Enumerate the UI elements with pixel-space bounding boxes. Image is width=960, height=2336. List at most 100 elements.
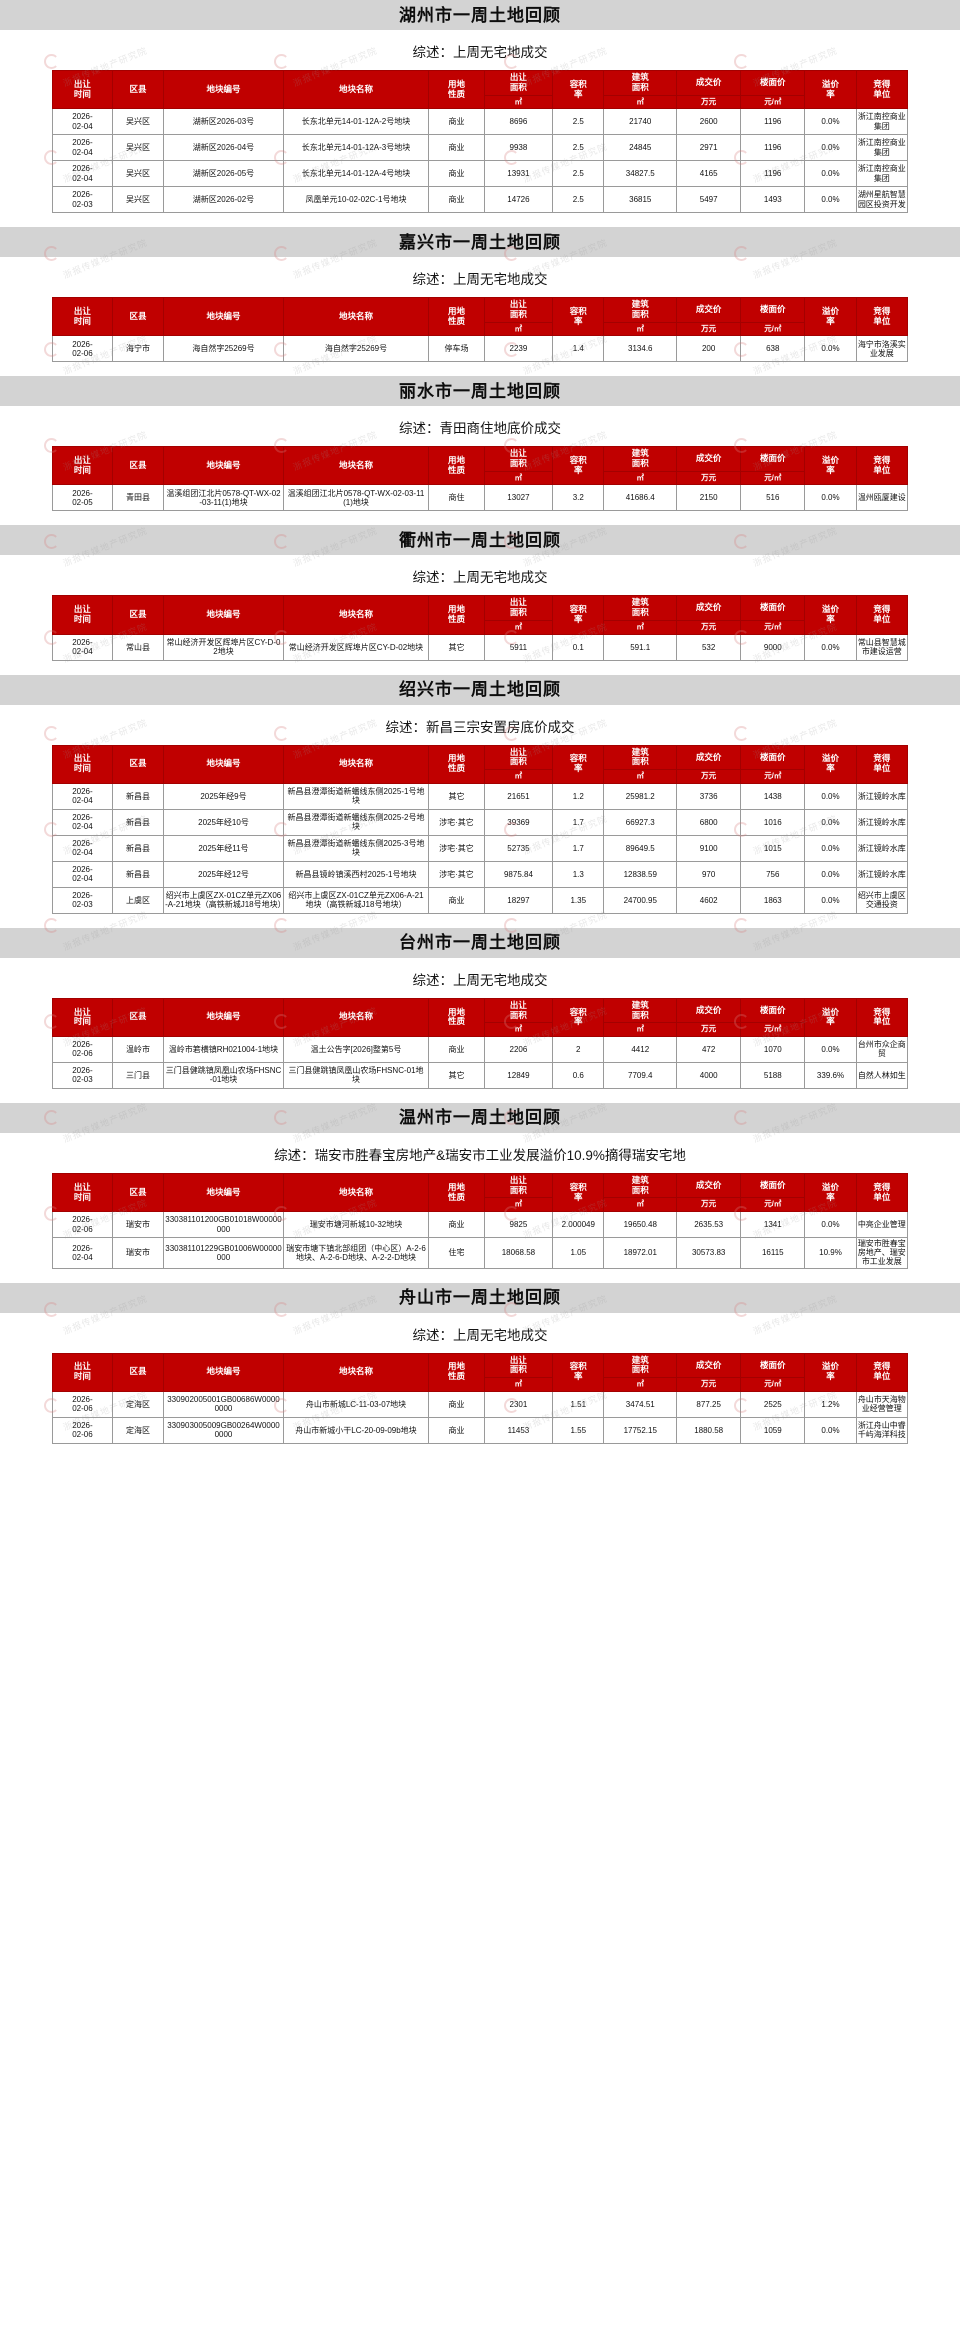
table-header: 出让 时间 区县 地块编号 地块名称 用地 性质 出让 面积 容积 率建筑 面积 成交价 楼面价…	[52, 595, 909, 635]
col-header-code: 地块编号	[163, 1352, 284, 1392]
cell-floor-price: 16115	[740, 1237, 806, 1269]
cell-price: 9100	[676, 834, 742, 862]
city-title-banner: 衢州市一周土地回顾	[0, 525, 960, 556]
cell-area: 5911	[483, 633, 554, 661]
summary-text: 综述：上周无宅地成交	[412, 570, 548, 586]
col-header-area: 出让 面积	[483, 997, 554, 1024]
cell-building-area: 591.1	[603, 633, 678, 661]
cell-date: 2026- 02-04	[52, 834, 113, 862]
city-section: 嘉兴市一周土地回顾 综述：上周无宅地成交 出让 时间 区县 地块编号 地块名称 用地 性质出…	[0, 227, 960, 376]
table-body: 2026- 02-06 瑞安市 330381101200GB01018W000000…	[52, 1211, 909, 1269]
cell-far: 2.000049	[552, 1211, 605, 1239]
cell-use: 商住	[428, 484, 485, 512]
table-row[interactable]: 2026- 02-04 吴兴区 湖新区2026-05号 长东北单元14-01-12A-…	[52, 160, 909, 188]
table-header: 出让 时间 区县 地块编号 地块名称 用地 性质 出让 面积 容积 率建筑 面积 成交价 楼面价…	[52, 744, 909, 784]
cell-area: 39369	[483, 808, 554, 836]
col-header-far: 容积 率	[552, 297, 605, 337]
cell-floor-price: 9000	[740, 633, 806, 661]
city-title: 丽水市一周土地回顾	[399, 381, 561, 401]
cell-winner: 浙江镜岭水库	[855, 860, 909, 888]
cell-date: 2026- 02-04	[52, 1237, 113, 1269]
cell-floor-price: 1015	[740, 834, 806, 862]
city-section: 湖州市一周土地回顾 综述：上周无宅地成交 出让 时间 区县 地块编号 地块名称 用地 性质出…	[0, 0, 960, 227]
table-wrapper: 出让 时间 区县 地块编号 地块名称 用地 性质 出让 面积 容积 率建筑 面积 成交价 楼面价…	[0, 1352, 960, 1458]
cell-floor-price: 1341	[740, 1211, 806, 1239]
city-title-banner: 嘉兴市一周土地回顾	[0, 227, 960, 258]
table-row[interactable]: 2026- 02-06 瑞安市 330381101200GB01018W000000…	[52, 1211, 909, 1239]
cell-district: 定海区	[111, 1390, 165, 1418]
table-row[interactable]: 2026- 02-06 定海区 330903005009GB00264W000000…	[52, 1416, 909, 1444]
city-title-banner: 舟山市一周土地回顾	[0, 1282, 960, 1313]
table-row[interactable]: 2026- 02-04 新昌县 2025年经11号 新昌县澄潭街道新蟠线东侧2025-…	[52, 834, 909, 862]
col-header-date: 出让 时间	[52, 297, 113, 337]
cell-winner: 浙江南控商业集团	[855, 134, 909, 162]
table-body: 2026- 02-06 温岭市 温岭市箬横镇RH021004-1地块 温土公告字[20…	[52, 1035, 909, 1089]
col-header-area: 出让 面积	[483, 1172, 554, 1199]
col-header-code: 地块编号	[163, 1172, 284, 1213]
cell-far: 0.6	[552, 1061, 605, 1089]
cell-winner: 浙江舟山中睿千屿海洋科技	[855, 1416, 909, 1444]
col-header-far: 容积 率	[552, 69, 605, 110]
cell-area: 14726	[483, 186, 554, 214]
col-header-premium: 溢价 率	[804, 297, 857, 337]
city-title-banner: 温州市一周土地回顾	[0, 1102, 960, 1133]
cell-building-area: 34827.5	[603, 160, 678, 188]
summary-text: 综述：青田商住地底价成交	[399, 421, 561, 437]
cell-date: 2026- 02-05	[52, 484, 113, 512]
cell-far: 2	[552, 1035, 605, 1063]
cell-date: 2026- 02-04	[52, 782, 113, 810]
cell-date: 2026- 02-04	[52, 134, 113, 162]
table-row[interactable]: 2026- 02-03 三门县 三门县健跳镇凤凰山农场FHSNC-01地块 三门县健跳…	[52, 1061, 909, 1089]
table-row[interactable]: 2026- 02-04 吴兴区 湖新区2026-04号 长东北单元14-01-12A-…	[52, 134, 909, 162]
cell-building-area: 24700.95	[603, 886, 678, 914]
unit-header-area: ㎡	[483, 620, 554, 635]
col-header-barea: 建筑 面积	[603, 297, 678, 323]
cell-district: 吴兴区	[111, 186, 165, 214]
table-row[interactable]: 2026- 02-06 定海区 330902005001GB00686W000000…	[52, 1390, 909, 1418]
table-wrapper: 出让 时间 区县 地块编号 地块名称 用地 性质 出让 面积 容积 率建筑 面积 成交价 楼面价…	[0, 744, 960, 928]
col-header-area: 出让 面积	[483, 297, 554, 323]
cell-use: 商业	[428, 1416, 485, 1444]
table-row[interactable]: 2026- 02-03 上虞区 绍兴市上虞区ZX-01CZ单元ZX06-A-21地块…	[52, 886, 909, 914]
cell-name: 瑞安市塘下镇北部组团（中心区）A-2-6地块、A-2-6-D地块、A-2-2-D…	[282, 1237, 430, 1269]
cell-floor-price: 1196	[740, 134, 806, 162]
table-row[interactable]: 2026- 02-04 新昌县 2025年经10号 新昌县澄潭街道新蟠线东侧2025-…	[52, 808, 909, 836]
cell-code: 温溪组团江北片0578-QT-WX-02-03-11(1)地块	[163, 484, 284, 512]
col-header-district: 区县	[111, 446, 165, 486]
col-header-winner: 竞得 单位	[855, 744, 909, 784]
city-section: 舟山市一周土地回顾综述：上周无宅地成交出让 时间 区县 地块编号 地块名称 用地 性质出…	[0, 1282, 960, 1458]
cell-winner: 常山县智慧城市建设运营	[855, 633, 909, 661]
table-row[interactable]: 2026- 02-06 海宁市 海自然字25269号 海自然字25269号 停车场 223…	[52, 335, 909, 363]
table-row[interactable]: 2026- 02-04 新昌县 2025年经9号 新昌县澄潭街道新蟠线东侧2025-1…	[52, 782, 909, 810]
table-row[interactable]: 2026- 02-04 瑞安市 330381101229GB01006W000000…	[52, 1237, 909, 1269]
city-title-banner: 湖州市一周土地回顾	[0, 0, 960, 30]
table-row[interactable]: 2026- 02-04 吴兴区 湖新区2026-03号 长东北单元14-01-12A-…	[52, 108, 909, 136]
table-row[interactable]: 2026- 02-04 常山县 常山经济开发区辉埠片区CY-D-02地块 常山经济开发…	[52, 633, 909, 661]
unit-header-fprice: 元/㎡	[740, 1377, 806, 1392]
city-section: 衢州市一周土地回顾综述：上周无宅地成交出让 时间 区县 地块编号 地块名称 用地 性质出…	[0, 525, 960, 674]
cell-price: 2635.53	[676, 1211, 742, 1239]
cell-far: 2.5	[552, 160, 605, 188]
col-header-code: 地块编号	[163, 69, 284, 110]
cell-date: 2026- 02-06	[52, 1416, 113, 1444]
unit-header-fprice: 元/㎡	[740, 321, 806, 337]
col-header-fprice: 楼面价	[740, 997, 806, 1024]
table-row[interactable]: 2026- 02-04 新昌县 2025年经12号 新昌县镜岭镇溪西村2025-1号地…	[52, 860, 909, 888]
table-row[interactable]: 2026- 02-03 吴兴区 湖新区2026-02号 凤凰单元10-02-02C-1…	[52, 186, 909, 214]
unit-header-area: ㎡	[483, 470, 554, 486]
cell-price: 970	[676, 860, 742, 888]
summary-text: 综述：上周无宅地成交	[412, 1327, 548, 1343]
city-title: 嘉兴市一周土地回顾	[399, 232, 561, 252]
table-row[interactable]: 2026- 02-06 温岭市 温岭市箬横镇RH021004-1地块 温土公告字[20…	[52, 1035, 909, 1063]
cell-premium: 0.0%	[804, 335, 857, 363]
cell-date: 2026- 02-03	[52, 186, 113, 214]
land-transactions-table: 出让 时间 区县 地块编号 地块名称 用地 性质 出让 面积 容积 率建筑 面积 成交价 楼面价…	[52, 69, 909, 214]
cell-district: 温岭市	[111, 1035, 165, 1063]
col-header-winner: 竞得 单位	[855, 297, 909, 337]
cell-far: 1.51	[552, 1390, 605, 1418]
table-row[interactable]: 2026- 02-05 青田县 温溪组团江北片0578-QT-WX-02-03-11…	[52, 484, 909, 512]
cell-area: 13931	[483, 160, 554, 188]
cell-name: 新昌县澄潭街道新蟠线东侧2025-3号地块	[282, 834, 430, 862]
summary-row: 综述：上周无宅地成交	[0, 957, 960, 998]
